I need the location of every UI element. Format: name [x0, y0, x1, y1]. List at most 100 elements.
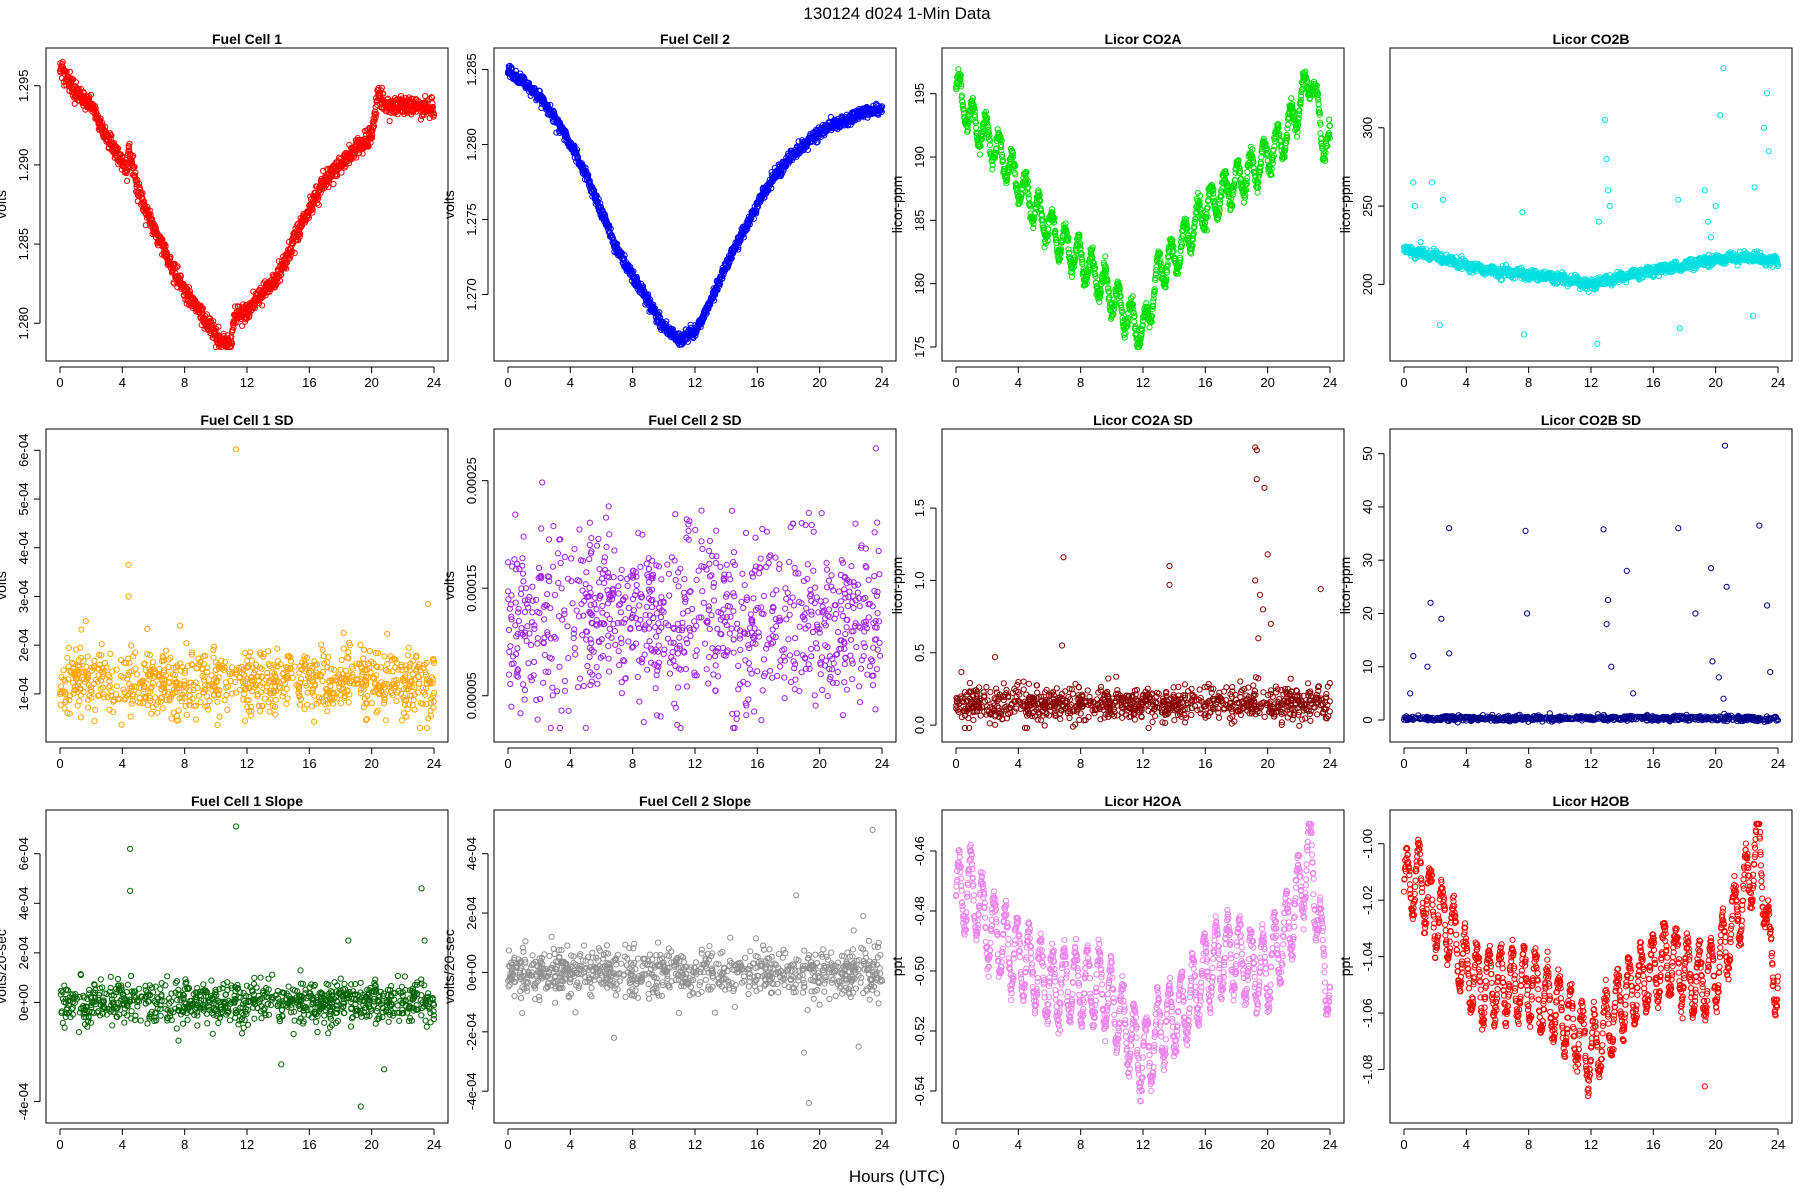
- plot-frame: [45, 47, 449, 362]
- y-axis-label: volts: [441, 190, 457, 219]
- y-tick-label: 1.295: [16, 69, 31, 102]
- data-point: [68, 75, 76, 82]
- data-point: [177, 272, 184, 280]
- data-point: [139, 190, 146, 197]
- data-point: [1284, 121, 1291, 129]
- data-point: [114, 145, 122, 152]
- y-tick-label: 1.290: [16, 149, 31, 182]
- data-point: [1102, 253, 1109, 260]
- x-tick-label: 20: [1708, 375, 1722, 390]
- data-point: [129, 153, 136, 161]
- y-tick-label: 180: [912, 273, 927, 295]
- y-axis-label: licor-ppm: [1337, 176, 1353, 234]
- x-tick-label: 8: [1525, 375, 1532, 390]
- data-point: [977, 151, 984, 158]
- x-tick-label: 8: [1077, 375, 1084, 390]
- y-tick-label: 1.280: [16, 307, 31, 340]
- data-point: [107, 131, 114, 138]
- plot-frame: [1389, 47, 1793, 362]
- y-tick-label: 300: [1360, 117, 1375, 139]
- data-point: [66, 68, 74, 75]
- data-point: [124, 177, 131, 184]
- data-point: [99, 119, 106, 127]
- y-tick-label: 195: [912, 83, 927, 105]
- data-point: [107, 135, 114, 142]
- x-tick-label: 0: [56, 375, 63, 390]
- data-point: [1326, 116, 1333, 123]
- data-series: [1400, 65, 1782, 347]
- x-tick-label: 4: [567, 375, 574, 390]
- data-point: [167, 253, 174, 261]
- y-tick-label: 190: [912, 146, 927, 168]
- data-point: [174, 263, 181, 270]
- x-tick-label: 16: [1198, 375, 1212, 390]
- data-point: [330, 180, 337, 188]
- y-tick-label: 175: [912, 336, 927, 358]
- y-axis-label: licor-ppm: [889, 176, 905, 234]
- x-tick-label: 24: [427, 375, 441, 390]
- data-point: [71, 100, 78, 107]
- x-tick-label: 16: [750, 375, 764, 390]
- x-axis-label: Hours (UTC): [849, 1167, 945, 1186]
- y-tick-label: 1.270: [464, 278, 479, 311]
- x-tick-label: 16: [302, 375, 316, 390]
- x-tick-label: 20: [812, 375, 826, 390]
- data-point: [110, 139, 118, 146]
- y-tick-label: 1.285: [16, 228, 31, 261]
- x-tick-label: 12: [688, 375, 702, 390]
- panel-grid: Fuel Cell 1 volts 0 4 8 12 16 20 24 1.280 1.285 1.2…: [0, 31, 1793, 1152]
- data-point: [126, 147, 133, 154]
- data-point: [134, 176, 141, 183]
- x-tick-label: 4: [1015, 375, 1022, 390]
- panel-title: Licor CO2A: [1104, 31, 1181, 47]
- panel-title: Fuel Cell 2: [660, 31, 730, 47]
- x-tick-label: 0: [504, 375, 511, 390]
- data-point: [1254, 189, 1261, 196]
- data-point: [141, 198, 148, 205]
- y-tick-label: 1.285: [464, 53, 479, 86]
- data-point: [130, 152, 137, 159]
- x-tick-label: 4: [1463, 375, 1470, 390]
- data-series: [504, 62, 886, 348]
- data-series: [952, 66, 1334, 351]
- data-point: [1288, 95, 1295, 102]
- x-tick-label: 8: [181, 375, 188, 390]
- x-tick-label: 12: [1136, 375, 1150, 390]
- x-tick-label: 20: [1260, 375, 1274, 390]
- x-tick-label: 0: [1400, 375, 1407, 390]
- data-point: [1244, 168, 1251, 176]
- data-point: [132, 169, 139, 176]
- x-tick-label: 12: [1584, 375, 1598, 390]
- y-tick-label: 250: [1360, 195, 1375, 217]
- data-point: [72, 79, 80, 86]
- x-tick-label: 16: [1646, 375, 1660, 390]
- data-point: [126, 140, 133, 147]
- data-point: [124, 167, 131, 174]
- figure-title: 130124 d024 1-Min Data: [803, 4, 991, 23]
- x-tick-label: 0: [952, 375, 959, 390]
- data-point: [827, 113, 835, 121]
- data-point: [386, 118, 393, 125]
- data-point: [91, 103, 99, 110]
- y-tick-label: 1.275: [464, 203, 479, 236]
- x-tick-label: 24: [1771, 375, 1785, 390]
- panel-title: Fuel Cell 1: [212, 31, 282, 47]
- panel-title: Licor CO2B: [1552, 31, 1629, 47]
- data-series: [56, 58, 438, 351]
- data-point: [123, 169, 130, 177]
- plot-frame: [493, 47, 897, 362]
- data-point: [162, 243, 169, 250]
- data-point: [87, 91, 95, 98]
- y-axis-label: volts: [0, 190, 9, 219]
- data-point: [125, 144, 133, 151]
- x-tick-label: 12: [240, 375, 254, 390]
- x-tick-label: 4: [119, 375, 126, 390]
- data-point: [182, 284, 189, 291]
- x-tick-label: 24: [1323, 375, 1337, 390]
